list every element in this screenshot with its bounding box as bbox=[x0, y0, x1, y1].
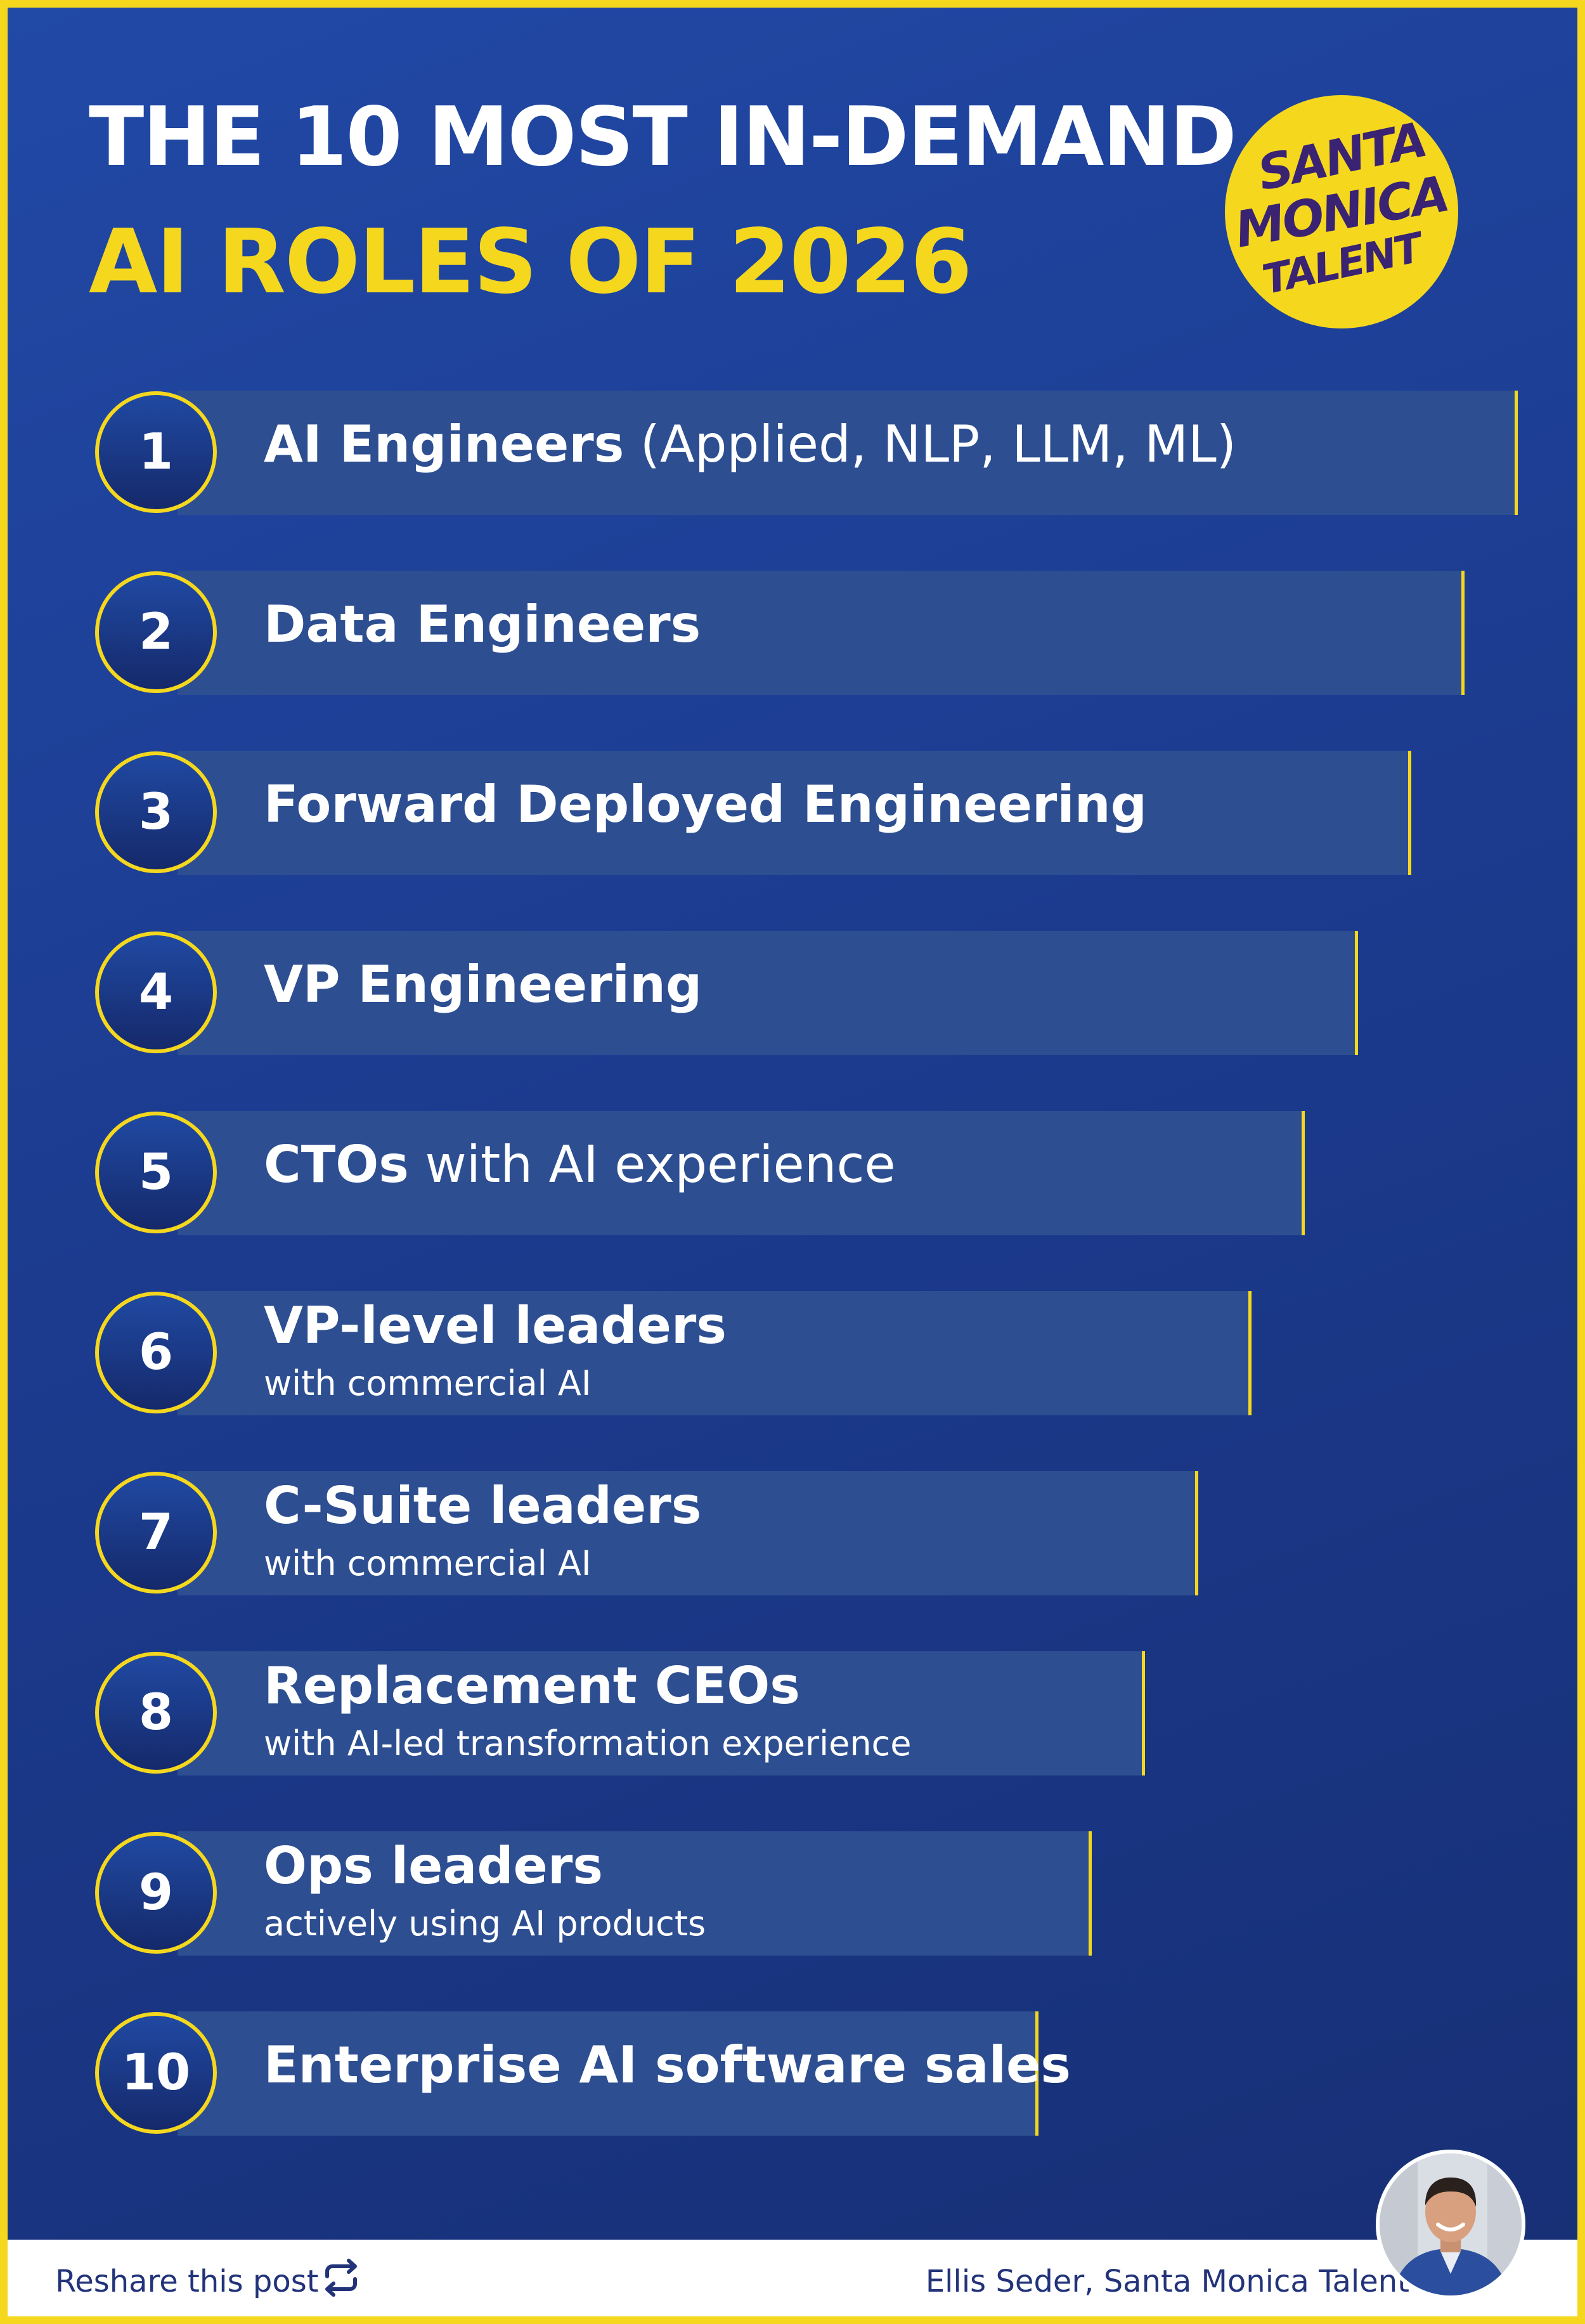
rank-badge: 1 bbox=[95, 391, 217, 513]
reshare-link[interactable]: Reshare this post bbox=[55, 2264, 319, 2299]
role-title: CTOs bbox=[264, 1135, 409, 1194]
role-subtitle: with AI-led transformation experience bbox=[264, 1724, 912, 1763]
role-bar bbox=[178, 751, 1411, 875]
role-detail: (Applied, NLP, LLM, ML) bbox=[624, 415, 1236, 474]
rank-badge: 7 bbox=[95, 1472, 217, 1594]
rank-badge: 5 bbox=[95, 1112, 217, 1233]
person-icon bbox=[1380, 2153, 1522, 2295]
role-title: C-Suite leaders bbox=[264, 1476, 702, 1535]
author-avatar bbox=[1376, 2150, 1525, 2299]
role-bar bbox=[178, 391, 1518, 515]
role-item-9: 9 Ops leaders actively using AI products bbox=[89, 1831, 1092, 1958]
role-subtitle: with commercial AI bbox=[264, 1543, 592, 1583]
role-label: Data Engineers bbox=[264, 595, 701, 654]
role-bar bbox=[178, 931, 1358, 1055]
role-item-7: 7 C-Suite leaders with commercial AI bbox=[89, 1471, 1198, 1598]
repost-icon[interactable] bbox=[318, 2257, 364, 2298]
role-item-8: 8 Replacement CEOs with AI-led transform… bbox=[89, 1651, 1145, 1778]
role-bar bbox=[178, 571, 1465, 695]
role-detail: with AI experience bbox=[408, 1135, 896, 1194]
santa-monica-talent-logo: SANTA MONICA TALENT bbox=[1225, 95, 1458, 328]
role-title: Replacement CEOs bbox=[264, 1656, 800, 1715]
role-bar bbox=[178, 1291, 1252, 1415]
rank-badge: 9 bbox=[95, 1832, 217, 1954]
role-subtitle: actively using AI products bbox=[264, 1904, 706, 1944]
role-title: Forward Deployed Engineering bbox=[264, 775, 1147, 834]
infographic-card: THE 10 MOST IN-DEMAND AI ROLES OF 2026 S… bbox=[8, 8, 1577, 2316]
title-line-1: THE 10 MOST IN-DEMAND bbox=[89, 90, 1237, 185]
role-title: Ops leaders bbox=[264, 1836, 603, 1895]
rank-badge: 6 bbox=[95, 1292, 217, 1413]
role-item-6: 6 VP-level leaders with commercial AI bbox=[89, 1291, 1252, 1418]
role-item-5: 5 CTOs with AI experience bbox=[89, 1111, 1305, 1238]
role-title: Data Engineers bbox=[264, 595, 701, 654]
role-title: Enterprise AI software sales bbox=[264, 2035, 1071, 2094]
role-bar bbox=[178, 1831, 1092, 1956]
author-credit: Ellis Seder, Santa Monica Talent bbox=[925, 2264, 1409, 2299]
title-line-2: AI ROLES OF 2026 bbox=[89, 211, 972, 314]
role-title: VP-level leaders bbox=[264, 1296, 727, 1355]
role-bar bbox=[178, 1111, 1305, 1235]
role-bar bbox=[178, 2011, 1038, 2136]
role-title: AI Engineers bbox=[264, 415, 624, 474]
rank-badge: 3 bbox=[95, 751, 217, 873]
role-item-4: 4 VP Engineering bbox=[89, 931, 1358, 1058]
role-item-3: 3 Forward Deployed Engineering bbox=[89, 751, 1411, 878]
footer-bar: Reshare this post Ellis Seder, Santa Mon… bbox=[8, 2240, 1577, 2316]
role-label: Enterprise AI software sales bbox=[264, 2035, 1071, 2094]
role-item-1: 1 AI Engineers (Applied, NLP, LLM, ML) bbox=[89, 391, 1518, 517]
role-title: VP Engineering bbox=[264, 955, 702, 1014]
role-label: AI Engineers (Applied, NLP, LLM, ML) bbox=[264, 415, 1236, 474]
rank-badge: 10 bbox=[95, 2012, 217, 2134]
role-label: VP Engineering bbox=[264, 955, 702, 1014]
rank-badge: 4 bbox=[95, 932, 217, 1053]
role-item-10: 10 Enterprise AI software sales bbox=[89, 2011, 1071, 2138]
role-bar bbox=[178, 1651, 1145, 1775]
role-bar bbox=[178, 1471, 1198, 1595]
role-label: Forward Deployed Engineering bbox=[264, 775, 1147, 834]
role-subtitle: with commercial AI bbox=[264, 1363, 592, 1403]
rank-badge: 2 bbox=[95, 571, 217, 693]
rank-badge: 8 bbox=[95, 1652, 217, 1774]
role-label: CTOs with AI experience bbox=[264, 1135, 896, 1194]
role-item-2: 2 Data Engineers bbox=[89, 571, 1465, 698]
